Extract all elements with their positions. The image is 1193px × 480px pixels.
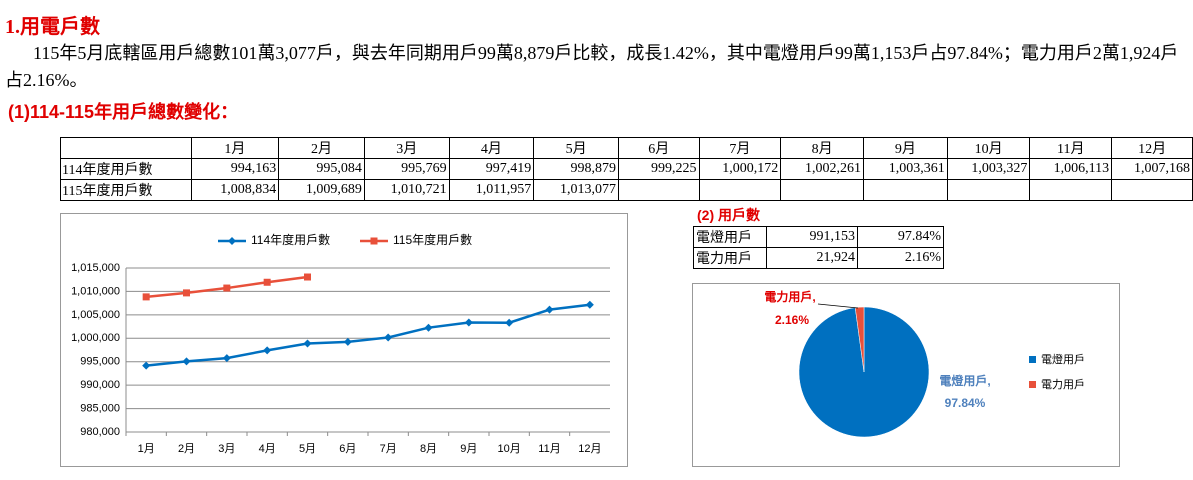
legend-label: 115年度用戶數 [393,232,472,247]
legend-marker [228,237,236,245]
x-tick-label: 5月 [299,443,316,455]
x-tick-label: 6月 [339,443,356,455]
legend-label: 電力用戶 [1041,378,1085,391]
x-tick-label: 3月 [218,443,235,455]
marker [545,305,554,314]
cell [946,179,1031,201]
y-tick-label: 1,005,000 [71,309,120,321]
breakdown-table: 電燈用戶 991,153 97.84% 電力用戶 21,924 2.16% [693,226,944,269]
data-row: 114年度用戶數 994,163 995,084 995,769 997,419 998,… [60,158,1193,180]
column-header: 11月 [1029,137,1113,159]
cell [780,179,864,201]
x-tick-label: 12月 [578,443,601,455]
cell: 1,003,327 [946,158,1031,180]
x-tick-label: 9月 [460,443,477,455]
marker [263,346,272,355]
data-row: 115年度用戶數 1,008,834 1,009,689 1,010,721 1,011… [60,179,1193,201]
y-tick-label: 990,000 [80,379,120,391]
cell: 1,006,113 [1029,158,1113,180]
marker [182,357,191,366]
y-tick-label: 985,000 [80,402,120,414]
x-tick-label: 8月 [420,443,437,455]
cell: 1,011,957 [448,179,535,201]
y-tick-label: 1,010,000 [71,285,120,297]
y-tick-label: 995,000 [80,356,120,368]
x-tick-label: 11月 [538,443,560,455]
marker [222,354,231,363]
breakdown-cell: 21,924 [766,247,858,269]
row-label: 114年度用戶數 [60,158,192,180]
marker [505,318,514,327]
column-header: 2月 [278,137,365,159]
marker [384,333,393,342]
y-tick-label: 1,000,000 [71,332,120,344]
cell [1111,179,1193,201]
marker [304,273,311,281]
marker [585,300,594,309]
cell: 997,419 [448,158,535,180]
cell: 1,009,689 [278,179,365,201]
x-tick-label: 1月 [138,443,155,455]
marker [424,323,433,332]
marker [464,318,473,327]
breakdown-row: 電力用戶 21,924 2.16% [693,247,944,269]
cell: 1,002,261 [780,158,864,180]
column-header: 3月 [363,137,450,159]
breakdown-cell: 電力用戶 [693,247,767,269]
column-header: 7月 [698,137,782,159]
cell: 999,225 [617,158,700,180]
marker [183,289,190,297]
pie-chart-frame [692,283,1120,467]
cell: 995,084 [278,158,365,180]
marker [263,278,271,286]
legend-marker [370,237,378,245]
summary-paragraph: 115年5月底轄區用戶總數101萬3,077戶，與去年同期用戶99萬8,879戶… [5,43,1179,90]
cell [698,179,782,201]
cell: 1,013,077 [533,179,619,201]
y-tick-label: 1,015,000 [71,262,120,274]
legend-swatch [1029,356,1036,363]
breakdown-title: (2) 用戶數 [697,207,760,223]
section-title: 1.用電戶數 [5,16,100,38]
data-label-value: 2.16% [775,313,809,327]
data-label-value: 97.84% [945,396,986,410]
legend-label: 114年度用戶數 [251,232,330,247]
row-label: 115年度用戶數 [60,179,192,201]
data-label-name: 電燈用戶, [939,373,990,388]
data-label-name: 電力用戶, [764,289,815,304]
legend-swatch [1029,381,1036,388]
line-chart-frame [60,213,628,467]
monthly-table: 1月 2月 3月 4月 5月 6月 7月 8月 9月 10月 11月 12月 114年度用戶數 994,1… [60,137,1193,201]
x-tick-label: 7月 [380,443,397,455]
column-header: 10月 [946,137,1031,159]
column-header: 1月 [190,137,280,159]
y-tick-label: 980,000 [80,426,120,438]
column-header: 5月 [533,137,619,159]
breakdown-cell: 2.16% [857,247,944,269]
breakdown-cell: 97.84% [857,226,944,248]
subsection-title: (1)114-115年用戶總數變化： [8,102,239,122]
series-line [146,303,590,367]
marker [142,361,151,370]
marker [142,293,150,301]
x-tick-label: 4月 [259,443,276,455]
marker [303,339,312,348]
header-row: 1月 2月 3月 4月 5月 6月 7月 8月 9月 10月 11月 12月 [60,137,1193,159]
cell: 995,769 [363,158,450,180]
marker [223,284,231,292]
marker [343,337,352,346]
legend-label: 電燈用戶 [1041,352,1085,366]
leader-line [817,303,859,309]
x-tick-label: 2月 [178,443,195,455]
x-tick-label: 10月 [498,443,521,455]
